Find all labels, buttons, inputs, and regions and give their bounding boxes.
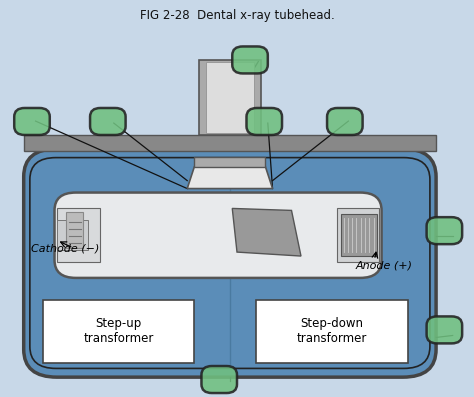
FancyBboxPatch shape: [24, 149, 436, 377]
Bar: [194, 157, 265, 167]
FancyBboxPatch shape: [427, 217, 462, 244]
FancyBboxPatch shape: [90, 108, 126, 135]
Bar: [43, 300, 194, 363]
Text: Cathode (−): Cathode (−): [31, 243, 99, 253]
Bar: [341, 214, 377, 256]
Text: FIG 2-28  Dental x-ray tubehead.: FIG 2-28 Dental x-ray tubehead.: [140, 10, 334, 22]
Bar: [256, 300, 408, 363]
Bar: [66, 212, 83, 248]
Text: Anode (+): Anode (+): [356, 261, 412, 271]
Bar: [206, 62, 254, 133]
FancyBboxPatch shape: [427, 316, 462, 343]
FancyBboxPatch shape: [327, 108, 363, 135]
Bar: [337, 208, 379, 262]
FancyBboxPatch shape: [201, 366, 237, 393]
Bar: [24, 135, 436, 151]
FancyBboxPatch shape: [232, 46, 268, 73]
FancyBboxPatch shape: [55, 193, 382, 278]
FancyBboxPatch shape: [246, 108, 282, 135]
Bar: [199, 60, 261, 135]
FancyBboxPatch shape: [14, 108, 50, 135]
Polygon shape: [187, 167, 273, 189]
Bar: [57, 220, 88, 250]
Bar: [57, 208, 100, 262]
Text: Step-up
transformer: Step-up transformer: [83, 318, 154, 345]
Polygon shape: [232, 208, 301, 256]
Text: Step-down
transformer: Step-down transformer: [297, 318, 367, 345]
